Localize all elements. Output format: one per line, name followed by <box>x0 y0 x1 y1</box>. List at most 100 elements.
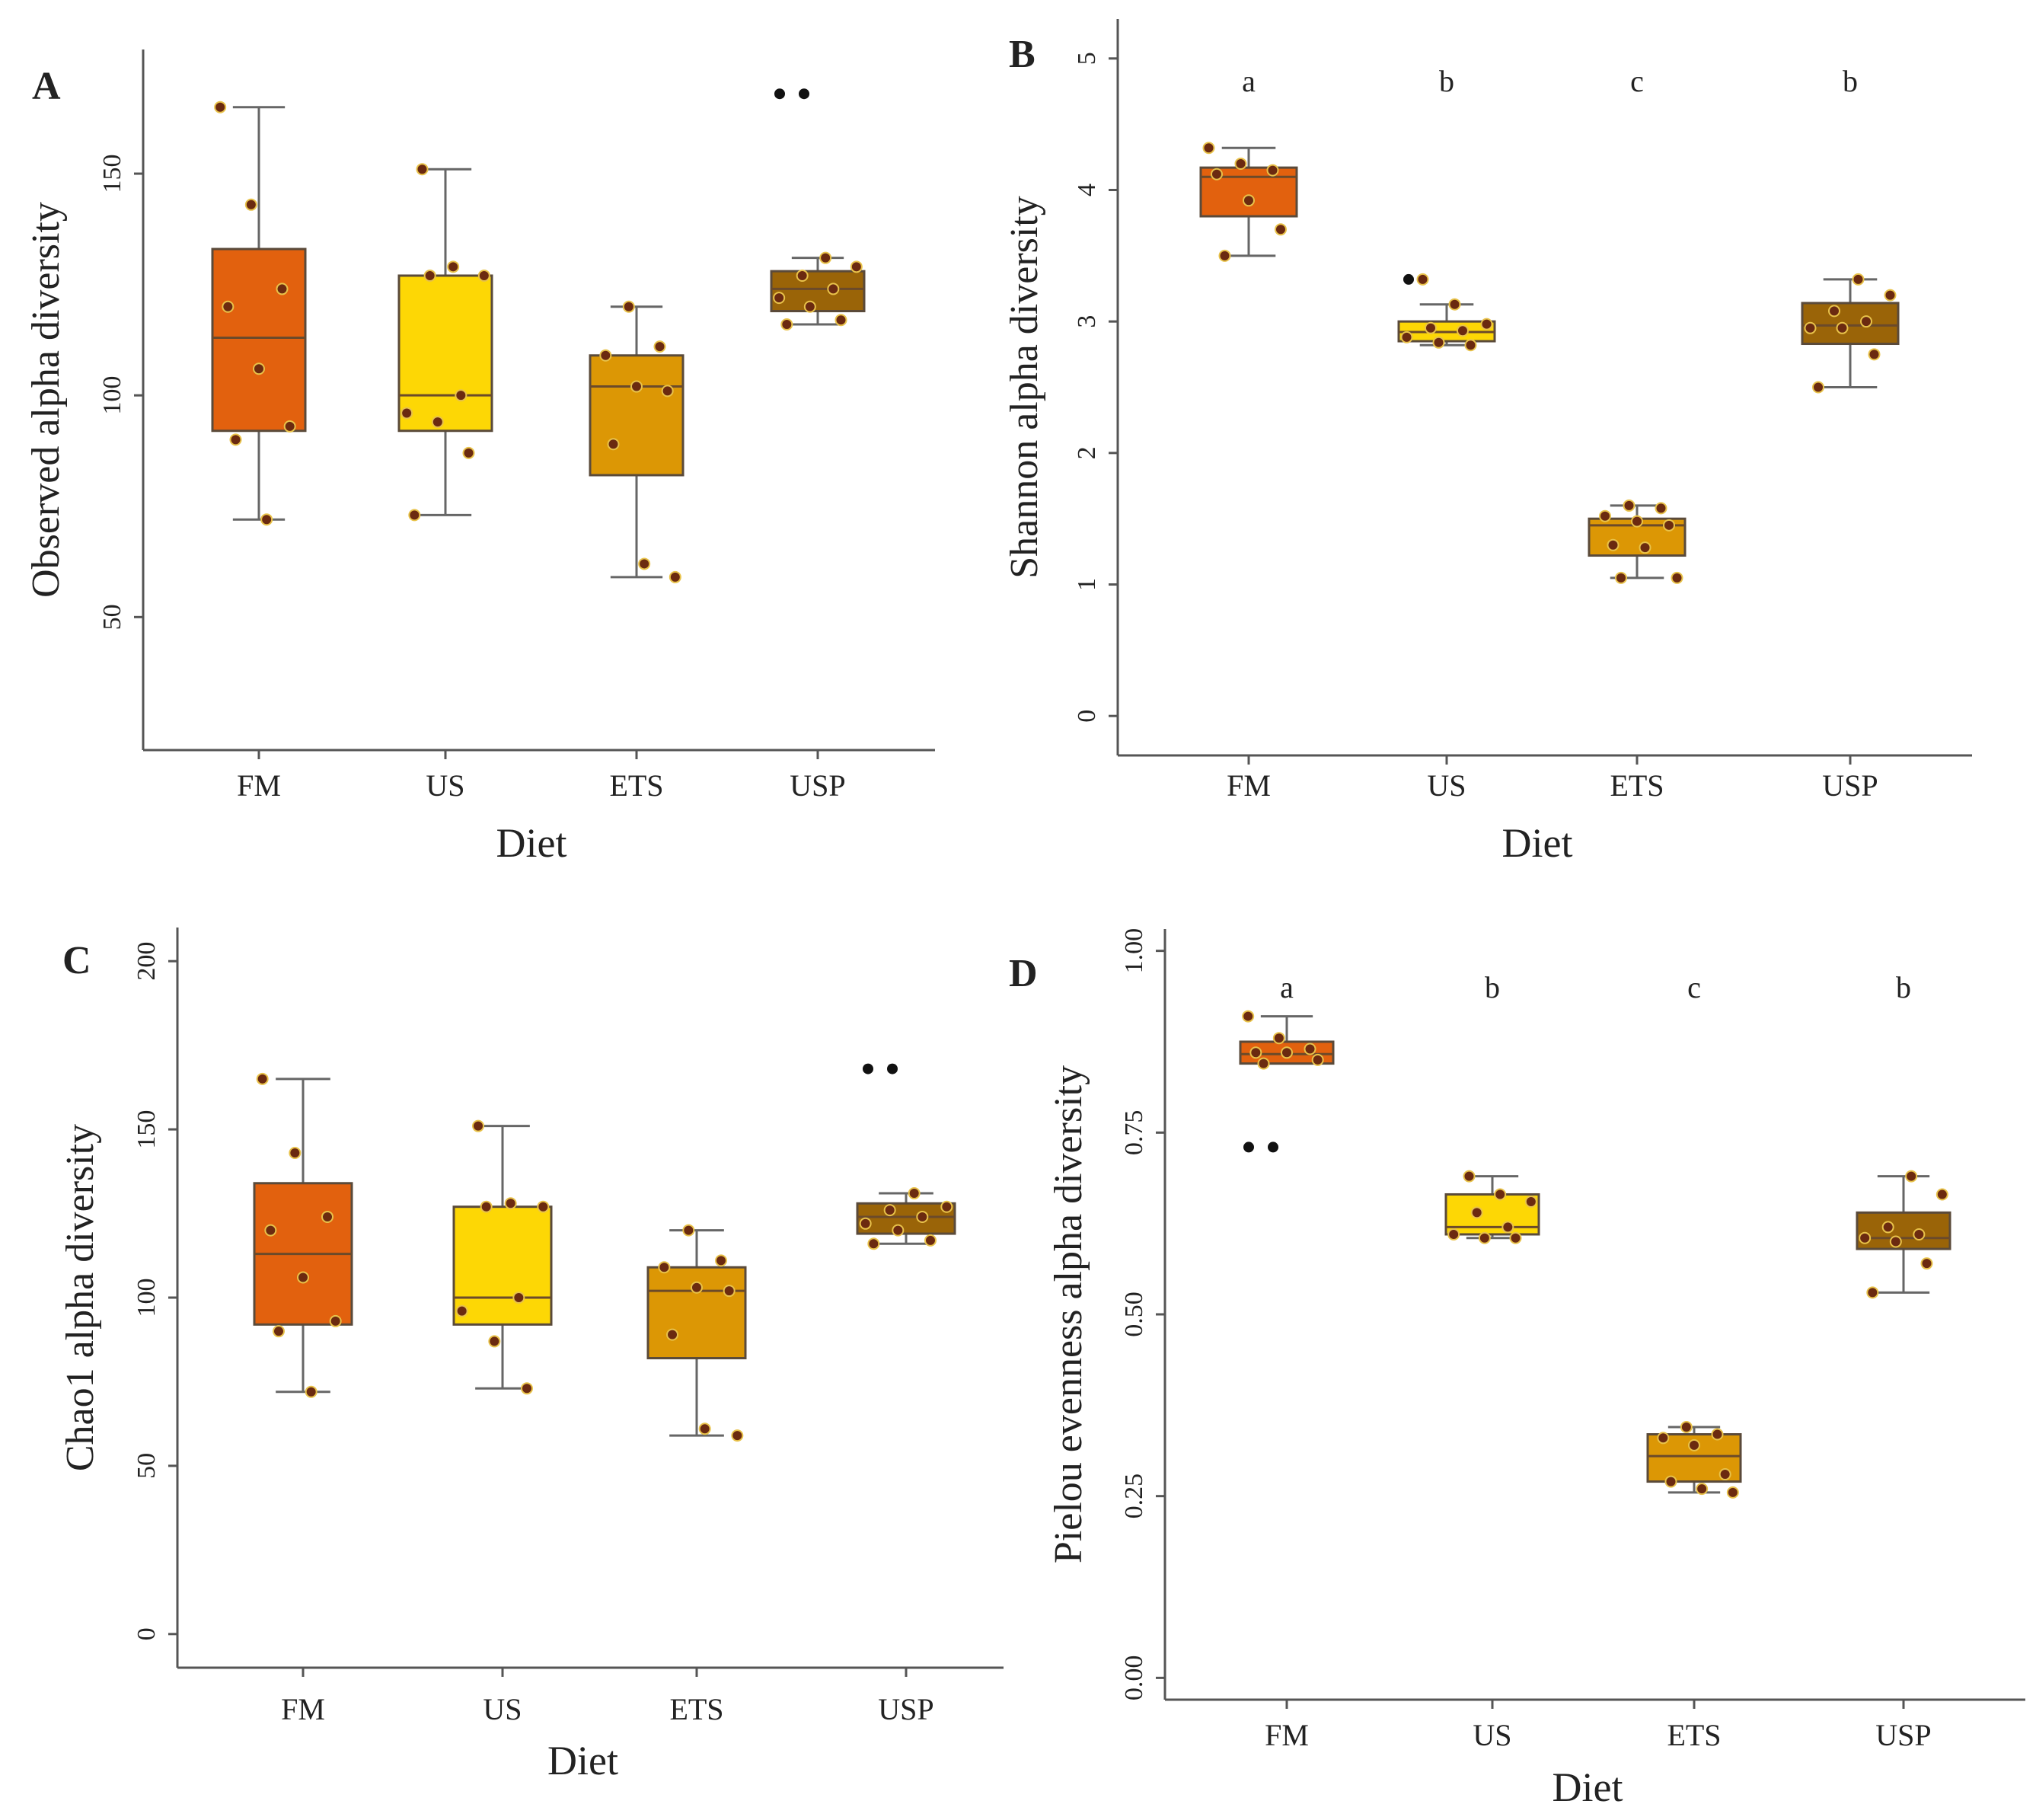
points-ets <box>1599 499 1683 584</box>
outlier-point <box>799 88 809 100</box>
data-point <box>1281 1046 1293 1059</box>
data-point <box>512 1292 525 1304</box>
box-ets <box>589 305 685 579</box>
data-point <box>658 1261 671 1274</box>
x-tick-label: US <box>1473 1718 1511 1752</box>
data-point <box>289 1147 302 1160</box>
panel-letter: C <box>62 939 91 982</box>
significance-letter: c <box>1687 970 1701 1004</box>
data-point <box>480 1200 493 1213</box>
data-point <box>276 283 289 295</box>
data-point <box>731 1429 744 1442</box>
box-body <box>1801 302 1900 346</box>
points-ets <box>658 1224 744 1442</box>
significance-letter: c <box>1630 64 1644 98</box>
panel-letter: D <box>1009 952 1038 995</box>
data-point <box>892 1224 905 1237</box>
data-point <box>1400 330 1413 343</box>
data-point <box>715 1254 727 1267</box>
data-point <box>447 260 460 273</box>
points-fm <box>256 1072 342 1398</box>
y-axis-title: Shannon alpha diversity <box>1003 196 1046 579</box>
data-point <box>305 1385 318 1398</box>
data-point <box>273 1325 285 1338</box>
data-point <box>1696 1483 1709 1496</box>
data-point <box>455 389 468 402</box>
data-point <box>1211 168 1223 180</box>
data-point <box>698 1422 711 1435</box>
data-point <box>638 557 651 570</box>
data-point <box>214 101 227 113</box>
box-body <box>770 270 866 313</box>
y-tick-label: 100 <box>132 1279 161 1317</box>
data-point <box>1272 1032 1285 1045</box>
y-tick-label: 0 <box>1073 710 1101 723</box>
box-us <box>397 168 493 516</box>
data-point <box>1202 142 1215 155</box>
data-point <box>723 1285 736 1298</box>
data-point <box>908 1187 921 1200</box>
y-tick-label: 100 <box>98 376 126 415</box>
points-us <box>400 163 490 522</box>
y-tick-label: 3 <box>1073 315 1101 328</box>
panel-letter: B <box>1009 33 1036 76</box>
box-us <box>1444 1175 1540 1240</box>
data-point <box>1242 1010 1255 1023</box>
data-point <box>691 1281 703 1294</box>
data-point <box>1494 1188 1507 1201</box>
data-point <box>400 407 413 420</box>
data-point <box>1509 1231 1522 1244</box>
y-tick-label: 150 <box>132 1110 161 1149</box>
x-axis-title: Diet <box>1553 1764 1623 1810</box>
x-tick-label: USP <box>1875 1718 1931 1752</box>
data-point <box>622 300 635 313</box>
outlier-point <box>1243 1141 1254 1153</box>
box-usp <box>1856 1175 1951 1294</box>
x-tick-label: ETS <box>609 768 663 803</box>
x-tick-label: ETS <box>1667 1718 1721 1752</box>
box-us <box>1397 273 1496 346</box>
data-point <box>819 251 832 264</box>
data-point <box>1711 1428 1724 1441</box>
x-tick-label: USP <box>878 1692 933 1726</box>
data-point <box>321 1210 333 1223</box>
data-point <box>1599 509 1611 522</box>
data-point <box>1463 1170 1476 1183</box>
y-tick-label: 1.00 <box>1120 928 1148 974</box>
data-point <box>1257 1057 1270 1070</box>
x-tick-label: ETS <box>669 1692 723 1726</box>
panel-b: 0 1 2 3 4 5 FM US ETS USP Shannon alpha diversity D… <box>1003 19 1972 866</box>
data-point <box>455 1304 468 1317</box>
points-ets <box>599 300 681 583</box>
data-point <box>472 1119 484 1132</box>
data-point <box>630 380 643 393</box>
data-point <box>1464 339 1477 352</box>
y-tick-label: 0.00 <box>1120 1656 1148 1701</box>
data-point <box>661 385 674 398</box>
x-tick-label: USP <box>790 768 845 803</box>
box-usp <box>770 88 866 326</box>
data-point <box>669 570 681 583</box>
data-point <box>416 163 429 176</box>
data-point <box>1524 1196 1537 1209</box>
x-tick-label: US <box>426 768 464 803</box>
significance-letter: b <box>1439 64 1454 98</box>
data-point <box>1447 1228 1460 1240</box>
data-point <box>653 340 666 353</box>
x-axis-title: Diet <box>496 820 567 866</box>
data-point <box>1905 1170 1918 1183</box>
box-fm <box>1239 1015 1335 1153</box>
box-body <box>452 1205 553 1326</box>
data-point <box>260 513 273 526</box>
significance-letter: b <box>1843 64 1858 98</box>
box-body <box>397 274 493 433</box>
data-point <box>1416 273 1429 286</box>
data-point <box>229 433 242 446</box>
data-point <box>504 1197 517 1210</box>
y-tick-label: 0 <box>132 1627 161 1640</box>
data-point <box>859 1217 872 1230</box>
x-tick-label: US <box>1427 768 1466 803</box>
y-tick-label: 2 <box>1073 446 1101 459</box>
data-point <box>256 1072 269 1085</box>
box-body <box>646 1266 747 1360</box>
